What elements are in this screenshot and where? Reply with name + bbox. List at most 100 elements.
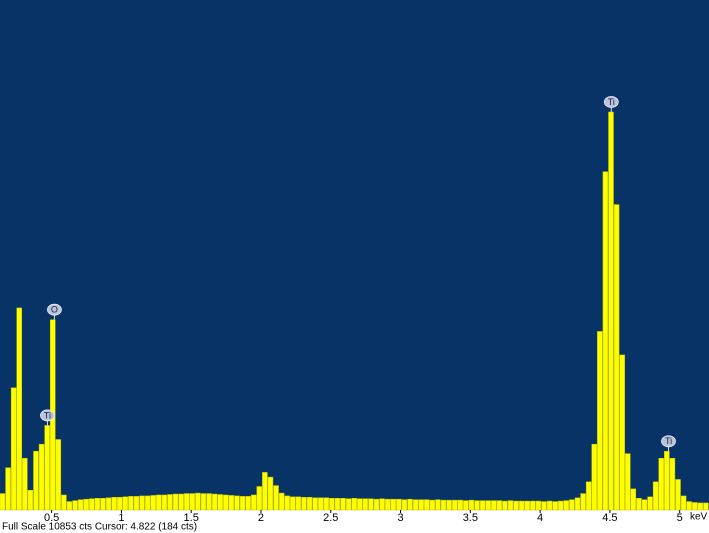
x-tick-label: 3 (397, 512, 403, 524)
bar (384, 498, 391, 511)
bar (563, 500, 570, 511)
bar (206, 493, 212, 511)
bar (239, 496, 246, 511)
bar (211, 493, 218, 511)
bar (597, 331, 603, 511)
bar (334, 498, 341, 511)
bar (686, 501, 692, 511)
bar (27, 490, 34, 511)
bar (0, 493, 6, 511)
bar (100, 498, 106, 511)
bar (457, 499, 464, 511)
bar (446, 499, 452, 511)
bar (407, 498, 413, 511)
x-tick-label: 3.5 (463, 512, 478, 524)
annotation-label: Ti (608, 97, 615, 107)
bar (105, 497, 112, 511)
bar (675, 479, 681, 511)
bar (217, 494, 223, 511)
x-tick-label: 1.5 (184, 512, 199, 524)
bar (379, 498, 385, 511)
bar (680, 495, 687, 511)
bar (569, 499, 575, 511)
bar (658, 458, 664, 511)
bar (178, 493, 184, 511)
bar (580, 493, 586, 511)
bar (485, 500, 491, 511)
annotation-label: Ti (44, 410, 51, 420)
bar (340, 498, 346, 511)
annotation-badge (47, 303, 62, 316)
bar (323, 497, 330, 511)
bar (613, 204, 620, 511)
bar (301, 497, 307, 511)
x-unit: keV (690, 512, 708, 523)
bar (256, 486, 263, 511)
bar (524, 500, 531, 511)
annotation-label: Ti (665, 436, 672, 446)
bar (22, 458, 28, 511)
bar (451, 499, 458, 511)
bar (150, 495, 156, 511)
x-tick-label: 4.5 (602, 512, 617, 524)
bar (128, 496, 134, 511)
bar (463, 500, 469, 511)
bar (479, 500, 486, 511)
bar (183, 493, 190, 511)
bar (574, 497, 581, 511)
bar (139, 495, 145, 511)
bar (89, 498, 95, 511)
bar (329, 498, 335, 511)
bar (111, 497, 117, 511)
bar (362, 498, 369, 511)
bar (530, 500, 536, 511)
annotation-badge (661, 435, 676, 448)
bar (630, 488, 637, 511)
bar (357, 498, 363, 511)
bar (189, 493, 196, 511)
bar (262, 472, 268, 511)
bar (278, 492, 285, 511)
bar (558, 500, 564, 511)
bar (518, 500, 525, 511)
bar (61, 494, 67, 511)
x-tick-label: 2 (258, 512, 264, 524)
bar (94, 498, 101, 511)
bar (83, 498, 89, 511)
bar (5, 467, 11, 511)
bar (16, 307, 22, 511)
bar (273, 485, 279, 511)
bar (368, 498, 374, 511)
bar (619, 354, 625, 511)
bar (234, 495, 240, 511)
bar (373, 498, 380, 511)
bar (697, 502, 704, 511)
bar (172, 493, 179, 511)
bar (641, 499, 648, 511)
x-tick-label: 2.5 (323, 512, 338, 524)
bar (312, 497, 318, 511)
bar (72, 500, 78, 511)
bar (245, 496, 251, 511)
bar (44, 425, 50, 511)
bar (474, 500, 480, 511)
bar (591, 443, 597, 511)
bar (418, 499, 424, 511)
bar (133, 496, 140, 511)
bar (513, 500, 519, 511)
bar (435, 499, 441, 511)
bar (585, 481, 592, 511)
bar (144, 495, 151, 511)
bar (66, 501, 73, 511)
bar (401, 499, 408, 511)
bar (200, 493, 207, 511)
bar (608, 111, 614, 511)
bar (669, 458, 676, 511)
bar (38, 443, 45, 511)
bar (267, 476, 274, 511)
bar (546, 500, 553, 511)
bar (396, 498, 402, 511)
bar (161, 494, 168, 511)
bar (55, 439, 62, 511)
bar (440, 499, 447, 511)
